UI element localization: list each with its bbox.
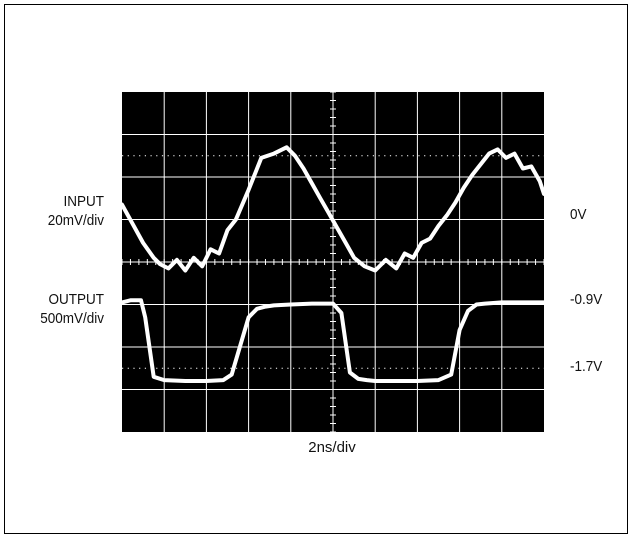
graticule <box>121 91 545 433</box>
level-0v: 0V <box>570 206 587 223</box>
level-minus-1-7v: -1.7V <box>570 358 603 375</box>
x-axis-label: 2ns/div <box>308 439 356 456</box>
input-label: INPUT 20mV/div <box>23 192 104 230</box>
output-name: OUTPUT <box>48 291 104 308</box>
traces <box>120 145 546 383</box>
input-scale: 20mV/div <box>47 212 104 229</box>
level-minus-0-9v: -0.9V <box>570 291 603 308</box>
trace-input <box>120 145 546 273</box>
trace-output <box>120 298 546 383</box>
input-name: INPUT <box>63 193 105 210</box>
output-scale: 500mV/div <box>40 310 104 327</box>
output-label: OUTPUT 500mV/div <box>14 290 104 328</box>
